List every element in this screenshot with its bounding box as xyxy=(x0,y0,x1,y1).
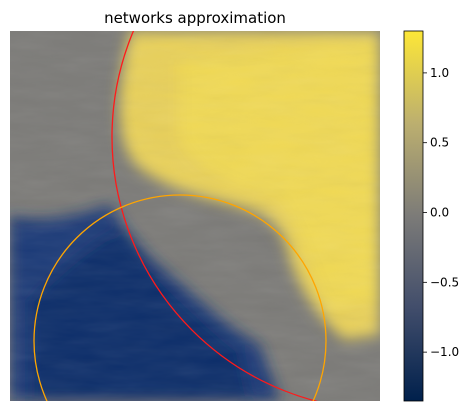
chart-title: networks approximation xyxy=(104,9,286,27)
colorbar-ticks: 1.0 0.5 0.0 −0.5 −1.0 xyxy=(423,66,459,359)
colorbar: 1.0 0.5 0.0 −0.5 −1.0 xyxy=(403,30,459,402)
heatmap-image xyxy=(10,31,380,401)
colorbar-tick-label: −1.0 xyxy=(430,345,459,359)
colorbar-frame xyxy=(403,30,424,402)
colorbar-tick-label: 0.5 xyxy=(430,136,449,150)
colorbar-tick-label: 1.0 xyxy=(430,66,449,80)
red-boundary-circle xyxy=(111,31,319,401)
orange-boundary-circle xyxy=(33,194,327,401)
colorbar-gradient xyxy=(404,31,423,401)
colorbar-tick-label: 0.0 xyxy=(430,206,449,220)
colorbar-tick-label: −0.5 xyxy=(430,275,459,289)
